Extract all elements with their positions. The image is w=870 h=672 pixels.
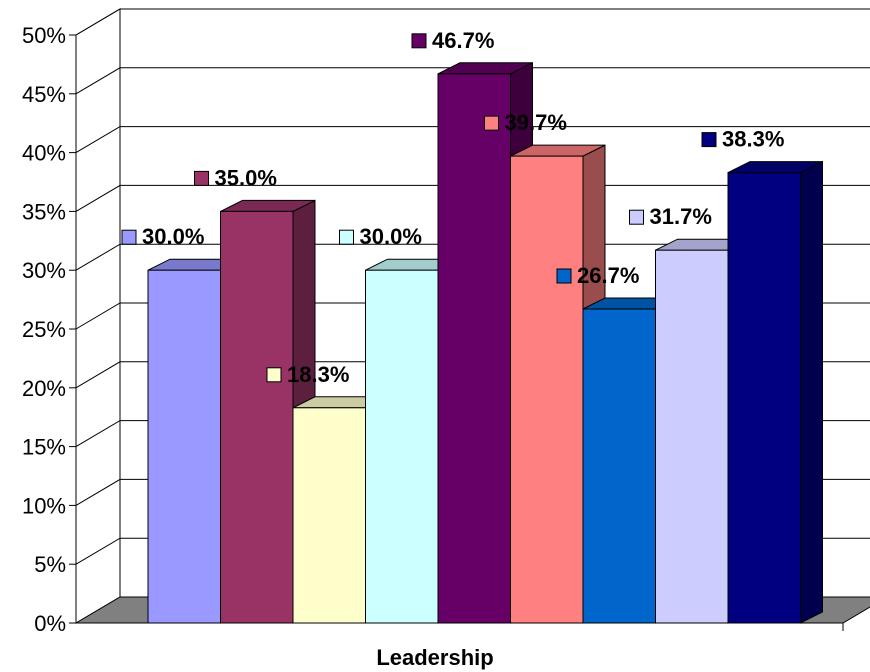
y-tick-label: 30% [22,258,66,283]
data-label-text: 46.7% [432,28,494,53]
y-tick-label: 40% [22,141,66,166]
bars [147,61,823,624]
data-label-text: 31.7% [650,204,712,229]
legend-key [556,268,572,284]
data-label: 30.0% [121,224,204,249]
legend-key [121,229,137,245]
bar-front [582,308,656,624]
legend-key [484,115,499,131]
gridline [75,184,870,212]
data-label: 26.7% [556,263,639,288]
bar-front [147,269,221,624]
data-label: 35.0% [194,165,277,190]
x-category-label: Leadership [376,645,493,670]
bar-front [510,155,584,624]
y-tick-label: 0% [34,611,66,636]
bar-front [437,73,511,624]
bar-front [292,407,366,624]
y-axis-ticks: 0% 5% 10% 15% 20% 25% 30% 35% 40% 45% 50% [22,23,76,636]
legend-key [339,229,354,245]
data-label: 46.7% [411,28,494,53]
bar [727,160,823,624]
bar-front [220,210,294,624]
legend-key [266,367,282,383]
y-tick-label: 20% [22,376,66,401]
data-label-text: 35.0% [215,165,277,190]
data-label: 39.7% [484,110,567,135]
data-label-text: 39.7% [505,110,567,135]
bar-front [727,172,801,624]
data-label: 18.3% [266,362,349,387]
bar-side [800,160,823,624]
gridline [75,243,870,271]
legend-key [629,209,644,225]
y-tick-label: 35% [22,199,66,224]
y-tick-label: 10% [22,493,66,518]
bar-front [655,249,729,624]
y-tick-label: 45% [22,82,66,107]
y-tick-label: 50% [22,23,66,48]
legend-key [411,33,427,49]
data-label: 38.3% [701,127,784,152]
data-label: 30.0% [339,224,422,249]
gridline [75,126,870,154]
y-tick-label: 15% [22,435,66,460]
data-label-text: 18.3% [287,362,349,387]
data-labels: 30.0% 35.0% 18.3% 30.0% 46.7% 39.7% 26.7% 31.7%… [121,28,784,387]
gridline [75,67,870,95]
bar-front [365,269,439,624]
legend-key [194,170,209,186]
y-tick-label: 25% [22,317,66,342]
data-label: 31.7% [629,204,712,229]
gridline [75,8,870,36]
data-label-text: 30.0% [360,224,422,249]
data-label-text: 38.3% [722,127,784,152]
data-label-text: 26.7% [577,263,639,288]
y-tick-label: 5% [34,552,66,577]
legend-key [701,132,717,148]
data-label-text: 30.0% [142,224,204,249]
